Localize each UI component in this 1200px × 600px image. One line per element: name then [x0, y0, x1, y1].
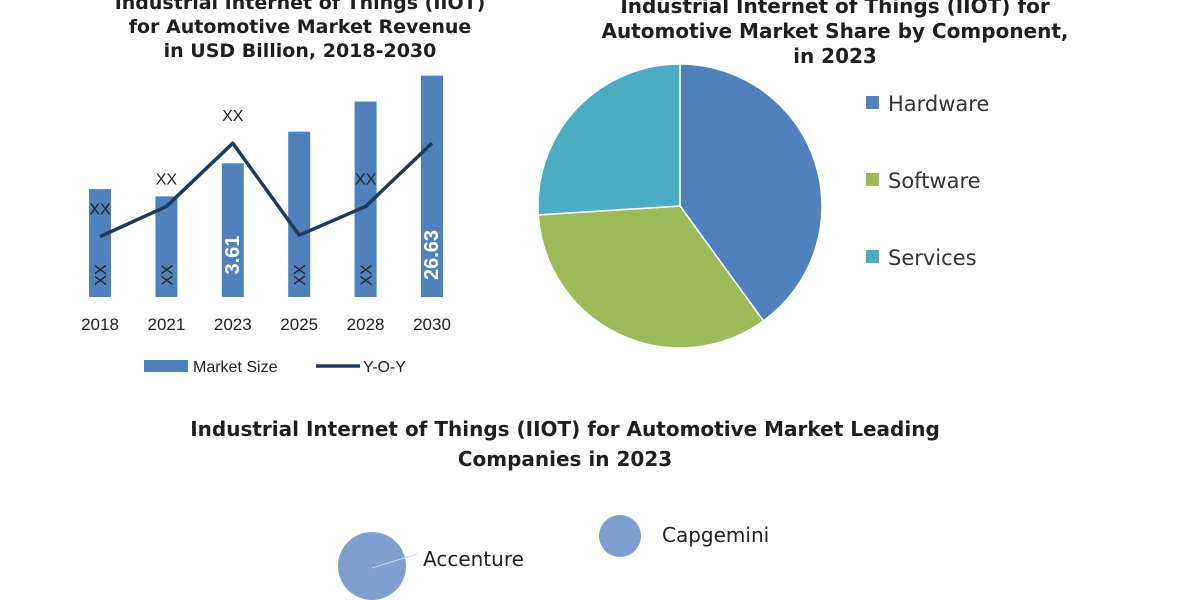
legend-market-size-swatch: [144, 360, 188, 372]
pie-legend-label: Services: [888, 246, 977, 270]
bar-data-label: 3.61: [222, 236, 244, 275]
yoy-line: [99, 141, 434, 239]
bar-data-label: XX: [359, 264, 376, 286]
legend-market-size-label: Market Size: [193, 359, 278, 376]
market-size-bar: [288, 131, 311, 297]
pie-legend-swatch: [866, 250, 879, 263]
revenue-chart-title: Industrial Internet of Things (IIOT) for…: [114, 0, 486, 62]
market-size-bar: [155, 196, 178, 297]
market-size-bar: [354, 101, 377, 297]
share-chart-title: Industrial Internet of Things (IIOT) for…: [601, 0, 1069, 68]
bar-data-label: XX: [159, 264, 176, 286]
x-tick-label: 2018: [81, 315, 119, 334]
yoy-data-label: XX: [156, 171, 178, 188]
pie-slice-hardware: [679, 63, 823, 322]
company-bubble: [338, 532, 406, 600]
bar-data-label: 26.63: [421, 230, 443, 280]
market-size-bar: [221, 163, 244, 297]
company-label: Capgemini: [662, 523, 769, 547]
company-bubble: [599, 515, 641, 557]
pie-slice-services: [537, 63, 681, 216]
market-size-bar: [89, 189, 111, 297]
bar-data-label: XX: [292, 264, 309, 286]
company-label: Accenture: [423, 547, 524, 571]
x-tick-label: 2023: [214, 315, 252, 334]
x-tick-label: 2021: [147, 315, 185, 334]
yoy-data-label: XX: [222, 108, 244, 125]
x-tick-label: 2028: [347, 315, 385, 334]
yoy-data-label: XX: [355, 171, 377, 188]
pie-slice-software: [537, 205, 765, 349]
market-size-bar: [421, 75, 443, 297]
legend-yoy-label: Y-O-Y: [363, 359, 406, 376]
x-tick-label: 2030: [413, 315, 451, 334]
pie-legend-swatch: [866, 173, 879, 186]
leading-companies-title: Industrial Internet of Things (IIOT) for…: [190, 417, 940, 471]
pie-legend-label: Software: [888, 169, 981, 193]
pie-legend-label: Hardware: [888, 92, 989, 116]
pie-legend-swatch: [866, 96, 879, 109]
bubble-leader-line: [371, 553, 418, 569]
x-tick-label: 2025: [280, 315, 318, 334]
yoy-data-label: XX: [89, 202, 111, 219]
bar-data-label: XX: [93, 264, 110, 286]
